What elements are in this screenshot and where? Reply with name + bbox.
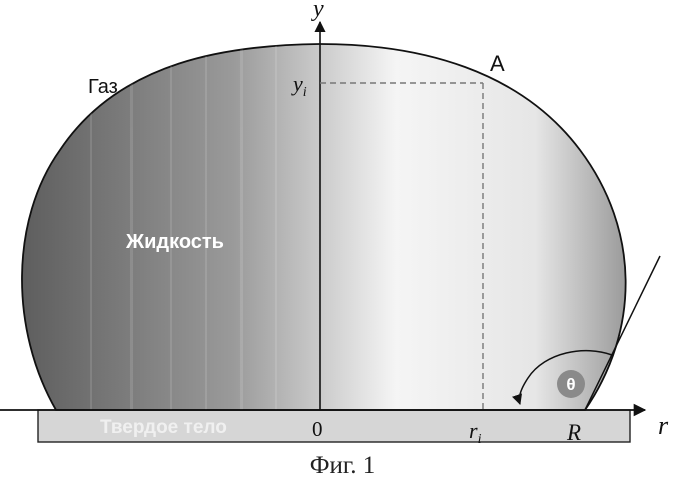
- r-axis-label: r: [658, 411, 669, 440]
- y-axis-label: y: [311, 0, 324, 22]
- gas-label: Газ: [88, 76, 118, 98]
- radius-label: R: [566, 420, 581, 445]
- figure-caption: Фиг. 1: [0, 452, 685, 480]
- solid-label: Твердое тело: [100, 417, 227, 438]
- theta-label: θ: [566, 375, 575, 394]
- droplet: [22, 44, 626, 410]
- origin-label: 0: [312, 417, 323, 441]
- point-a-label: A: [490, 51, 505, 76]
- liquid-label: Жидкость: [125, 231, 224, 253]
